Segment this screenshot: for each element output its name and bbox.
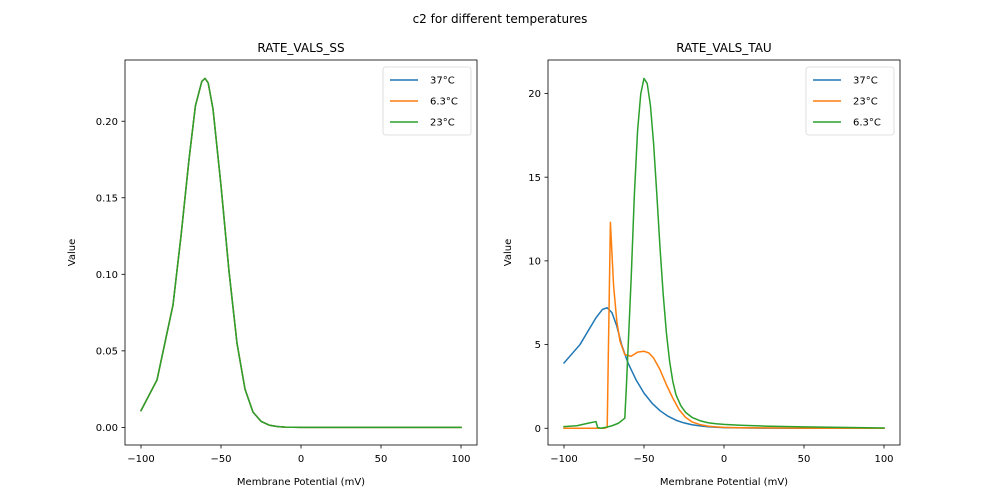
y-axis-label: Value [67,239,78,266]
x-axis-label: Membrane Potential (mV) [237,477,365,488]
legend-label: 37°C [430,76,455,87]
legend: 37°C 6.3°C 23°C [382,66,472,136]
legend-label: 6.3°C [430,97,458,108]
y-tick-label: 0.20 [96,117,118,128]
series-group [139,77,462,429]
legend-entry: 6.3°C [813,118,881,129]
subplot-rate-vals-ss: −100 −50 0 50 100 0.00 0.05 0.10 0.15 0.20 RATE_VA… [67,41,478,488]
x-tick-label: −50 [633,454,654,465]
y-tick-label: 20 [528,89,541,100]
x-tick-label: 0 [298,454,304,465]
x-tick-label: 100 [874,454,893,465]
subplot-title: RATE_VALS_SS [257,41,344,55]
legend-label: 23°C [430,118,455,129]
series-line-23-C [563,221,885,430]
y-tick-label: 10 [528,256,541,267]
legend-label: 37°C [853,76,878,87]
x-tick-label: −50 [210,454,231,465]
legend-entry: 23°C [390,118,455,129]
y-tick-label: 15 [528,173,541,184]
x-axis-label: Membrane Potential (mV) [660,477,788,488]
figure-suptitle: c2 for different temperatures [413,12,588,26]
legend: 37°C 23°C 6.3°C [805,66,895,136]
x-tick-label: 50 [375,454,388,465]
series-line-37-C [562,306,885,430]
y-tick-label: 0 [535,424,541,435]
legend-entry: 23°C [813,97,878,108]
legend-entry: 37°C [813,76,878,87]
x-tick-label: 50 [798,454,811,465]
y-axis-label: Value [503,239,514,266]
legend-entry: 6.3°C [390,97,458,108]
legend-label: 23°C [853,97,878,108]
subplot-title: RATE_VALS_TAU [676,41,771,55]
subplot-rate-vals-tau: −100 −50 0 50 100 0 5 10 15 20 RATE_VALS_TAU Membra… [503,41,901,488]
legend-box [805,66,895,136]
legend-label: 6.3°C [853,118,881,129]
y-tick-label: 0.10 [96,270,118,281]
x-tick-label: −100 [550,454,577,465]
y-tick-label: 0.05 [96,346,118,357]
series-line-6-3-C [563,77,885,430]
series-group [562,77,885,430]
series-line-23-C [139,77,462,429]
legend-entry: 37°C [390,76,455,87]
y-tick-label: 0.15 [96,193,118,204]
y-tick-label: 5 [535,340,541,351]
legend-box [382,66,472,136]
x-tick-label: 100 [451,454,470,465]
x-tick-label: 0 [721,454,727,465]
x-tick-label: −100 [127,454,154,465]
y-tick-label: 0.00 [96,423,118,434]
